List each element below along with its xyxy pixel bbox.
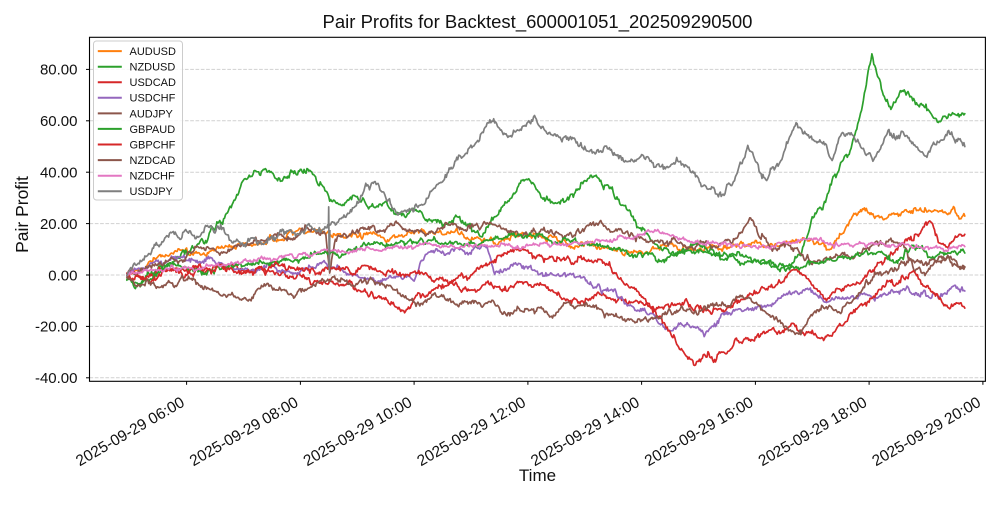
svg-text:Pair Profits for Backtest_6000: Pair Profits for Backtest_600001051_2025… <box>323 11 753 33</box>
svg-text:NZDUSD: NZDUSD <box>130 62 176 74</box>
svg-text:Time: Time <box>519 466 556 485</box>
svg-text:20.00: 20.00 <box>40 216 78 233</box>
svg-text:60.00: 60.00 <box>40 113 78 130</box>
svg-text:USDCAD: USDCAD <box>130 77 177 89</box>
svg-text:USDJPY: USDJPY <box>130 186 174 198</box>
svg-text:GBPAUD: GBPAUD <box>130 124 176 136</box>
svg-text:-20.00: -20.00 <box>35 319 78 336</box>
svg-text:AUDUSD: AUDUSD <box>130 46 177 58</box>
svg-text:-40.00: -40.00 <box>35 370 78 387</box>
svg-text:40.00: 40.00 <box>40 165 78 182</box>
svg-text:USDCHF: USDCHF <box>130 93 176 105</box>
svg-text:AUDJPY: AUDJPY <box>130 108 174 120</box>
svg-text:NZDCHF: NZDCHF <box>130 171 175 183</box>
svg-text:Pair Profit: Pair Profit <box>12 176 32 253</box>
svg-text:NZDCAD: NZDCAD <box>130 155 176 167</box>
svg-text:GBPCHF: GBPCHF <box>130 139 176 151</box>
svg-text:0.00: 0.00 <box>48 267 77 284</box>
svg-text:80.00: 80.00 <box>40 62 78 79</box>
